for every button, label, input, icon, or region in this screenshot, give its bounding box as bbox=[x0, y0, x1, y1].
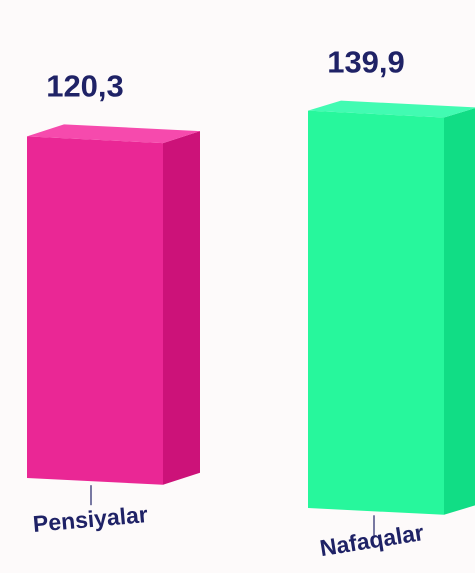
data-label-nafaqalar: 139,9 bbox=[327, 45, 405, 80]
bar-side-pensiyalar bbox=[163, 131, 200, 485]
bar-front-pensiyalar bbox=[27, 136, 163, 485]
data-label-pensiyalar: 120,3 bbox=[46, 68, 124, 103]
x-tick-label-nafaqalar: Nafaqalar bbox=[318, 519, 426, 561]
bar-side-nafaqalar bbox=[444, 108, 475, 515]
bars-group: 120,3 Pensiyalar 139,9 Nafaqalar bbox=[27, 45, 475, 561]
bar-top-pensiyalar bbox=[27, 124, 200, 144]
x-tick-label-pensiyalar: Pensiyalar bbox=[32, 501, 149, 537]
bar-front-nafaqalar bbox=[308, 110, 444, 515]
bar-top-nafaqalar bbox=[308, 100, 475, 118]
